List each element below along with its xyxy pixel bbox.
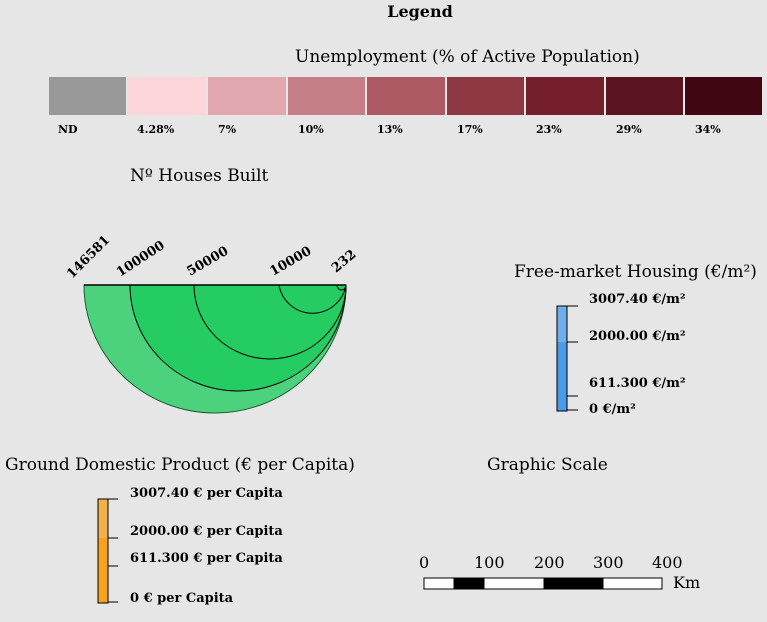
houses-label-146581: 146581 [64,233,113,282]
houses-title: Nº Houses Built [130,166,269,186]
unemployment-label-5: 17% [457,123,483,136]
unemployment-swatch-5 [447,77,524,115]
housing-bar-outline [556,305,568,412]
scale-segment-2 [453,577,485,590]
unemployment-label-2: 7% [218,123,237,136]
unemployment-swatch-4 [367,77,445,115]
housing-bar-bottom [557,342,567,411]
unemployment-swatch-2 [208,77,286,115]
scale-title: Graphic Scale [487,455,608,475]
houses-label-100000: 100000 [114,238,168,280]
unemployment-swatch-nd [49,77,126,115]
unemployment-label-4: 13% [377,123,403,136]
gdp-tick-label-2: 2000.00 € per Capita [130,524,283,539]
unemployment-label-nd: ND [58,123,78,136]
scale-tick-100: 100 [474,553,505,572]
unemployment-label-3: 10% [298,123,324,136]
unemployment-title: Unemployment (% of Active Population) [295,47,640,67]
gdp-bar-bottom [98,538,108,603]
unemployment-label-1: 4.28% [137,123,175,136]
scale-tick-0: 0 [419,553,430,572]
housing-bar-top [557,306,567,342]
housing-tick-label-4: 0 €/m² [589,402,636,417]
scale-segment-5 [602,577,663,590]
houses-semicircle-10000 [278,284,347,314]
housing-tick-label-1: 3007.40 €/m² [589,292,686,307]
scale-segment-1 [423,577,455,590]
scale-tick-400: 400 [652,553,683,572]
houses-label-50000: 50000 [185,244,232,280]
unemployment-label-7: 29% [616,123,642,136]
houses-label-232: 232 [329,247,359,276]
scale-segment-3 [483,577,545,590]
gdp-tick-label-3: 611.300 € per Capita [130,551,283,566]
unemployment-swatch-8 [685,77,762,115]
scale-tick-200: 200 [534,553,565,572]
houses-label-10000: 10000 [268,244,315,280]
scale-unit: Km [673,573,701,592]
gdp-bar-top [98,499,108,538]
housing-title: Free-market Housing (€/m²) [514,262,757,282]
scale-tick-300: 300 [593,553,624,572]
legend-title: Legend [387,2,453,21]
unemployment-swatch-6 [526,77,604,115]
gdp-tick-label-4: 0 € per Capita [130,591,234,606]
scale-segment-4 [543,577,604,590]
gdp-tick-label-1: 3007.40 € per Capita [130,486,283,501]
unemployment-swatch-3 [288,77,365,115]
gdp-title: Ground Domestic Product (€ per Capita) [5,455,355,475]
housing-tick-label-3: 611.300 €/m² [589,376,686,391]
gdp-bar-outline [97,498,109,604]
unemployment-label-8: 34% [695,123,721,136]
unemployment-swatch-7 [606,77,683,115]
unemployment-swatch-1 [128,77,206,115]
unemployment-label-6: 23% [536,123,562,136]
housing-tick-label-2: 2000.00 €/m² [589,329,686,344]
